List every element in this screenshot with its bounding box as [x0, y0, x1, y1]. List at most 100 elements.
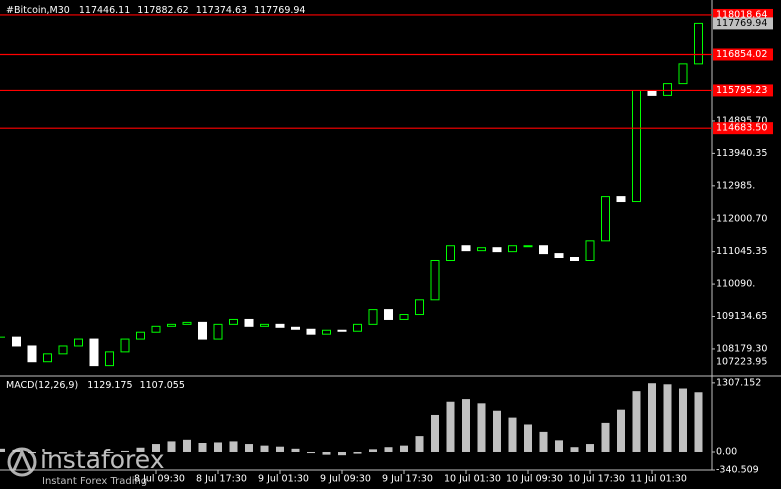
candle: [260, 323, 269, 327]
macd-bar: [415, 436, 424, 452]
candle: [120, 338, 130, 353]
macd-bar: [59, 451, 67, 454]
macd-y-tick-label: -340.509: [716, 465, 759, 476]
macd-bar: [152, 444, 160, 452]
logo: instaforex Instant Forex Trading: [7, 445, 165, 487]
candle: [322, 329, 331, 335]
level-tag: [713, 84, 773, 97]
candle: [539, 245, 548, 255]
macd-bar: [524, 424, 532, 452]
macd-bar: [586, 444, 594, 452]
x-tick-label: 9 Jul 09:30: [320, 474, 371, 485]
candle: [678, 63, 688, 85]
y-tick-label: 109134.65: [716, 311, 767, 322]
candle: [43, 353, 52, 363]
macd-bar: [307, 451, 315, 454]
level-label: 116854.02: [716, 49, 767, 60]
candle: [508, 245, 517, 253]
macd-y-tick-label: 1307.152: [716, 378, 761, 389]
macd-bar: [555, 440, 563, 452]
candle: [492, 247, 502, 253]
candle: [291, 326, 300, 330]
x-tick-label: 8 Jul 09:30: [134, 474, 185, 485]
macd-bar: [431, 414, 439, 452]
candle: [12, 336, 21, 347]
candle: [446, 245, 455, 261]
candle: [570, 257, 579, 261]
candle: [430, 259, 440, 301]
y-tick-label: 113940.35: [716, 148, 767, 159]
candle: [601, 196, 610, 242]
x-tick-label: 8 Jul 17:30: [196, 474, 247, 485]
x-tick-label: 10 Jul 09:30: [506, 474, 563, 485]
macd-bar: [384, 447, 393, 452]
macd-bar: [493, 410, 501, 452]
macd-bar: [260, 445, 269, 452]
y-tick-label: 110090.: [716, 279, 755, 290]
macd-bar: [663, 384, 672, 452]
brand-name: instaforex: [40, 445, 165, 474]
macd-bar: [0, 448, 5, 452]
macd-bar: [90, 451, 98, 455]
close: 117769.94: [254, 5, 305, 16]
macd-bar: [446, 401, 455, 452]
macd-bar: [570, 447, 579, 452]
candle: [213, 323, 223, 340]
high: 117882.62: [137, 5, 188, 16]
macd-bar: [353, 451, 362, 454]
macd-bar: [338, 451, 346, 456]
candle: [554, 253, 564, 259]
macd-header: MACD(12,26,9) 1129.175 1107.055: [6, 380, 185, 391]
candle: [384, 309, 393, 320]
macd-bar: [539, 431, 548, 452]
candle: [663, 83, 672, 96]
candle: [167, 323, 176, 327]
candle: [647, 90, 657, 96]
candle: [337, 329, 347, 332]
candle: [523, 245, 533, 248]
macd-bar: [183, 439, 191, 452]
candle: [632, 90, 641, 203]
macd-bar: [679, 388, 687, 452]
candle: [368, 309, 378, 325]
x-tick-label: 11 Jul 01:30: [630, 474, 687, 485]
chart-header: #Bitcoin,M30 117446.11 117882.62 117374.…: [6, 5, 305, 16]
candle: [182, 321, 192, 325]
macd-bar: [167, 441, 176, 452]
macd-bar: [136, 447, 145, 452]
macd-bar: [229, 441, 238, 452]
candle: [105, 351, 114, 367]
macd-bar: [508, 417, 517, 452]
level-tag: [713, 48, 773, 61]
macd-bar: [601, 422, 610, 452]
candle: [136, 331, 145, 340]
macd-bar: [322, 451, 331, 455]
candle: [27, 345, 37, 363]
macd-bar: [477, 403, 486, 452]
macd-bar: [214, 442, 222, 452]
low: 117374.63: [196, 5, 247, 16]
candle: [694, 22, 703, 65]
candle: [415, 299, 424, 316]
macd-bar: [694, 392, 703, 452]
macd-bar: [617, 409, 625, 452]
level-label: 114683.50: [716, 123, 767, 134]
candle: [585, 240, 595, 261]
candle: [353, 323, 362, 332]
x-tick-label: 10 Jul 17:30: [568, 474, 625, 485]
candle: [399, 314, 409, 320]
symbol: #Bitcoin,M30: [6, 5, 70, 16]
logo-icon: [12, 448, 32, 471]
candle: [616, 196, 626, 203]
macd-bar: [291, 448, 300, 452]
macd-y-tick-label: 0.00: [716, 446, 737, 457]
macd-value: 1129.175: [87, 380, 132, 391]
y-tick-label: 114895.70: [716, 115, 767, 126]
macd-bar: [400, 445, 408, 452]
macd-bar: [105, 451, 114, 454]
x-tick-label: 9 Jul 17:30: [382, 474, 433, 485]
y-tick-label: 112985.: [716, 180, 755, 191]
open: 117446.11: [79, 5, 130, 16]
x-tick-label: 9 Jul 01:30: [258, 474, 309, 485]
